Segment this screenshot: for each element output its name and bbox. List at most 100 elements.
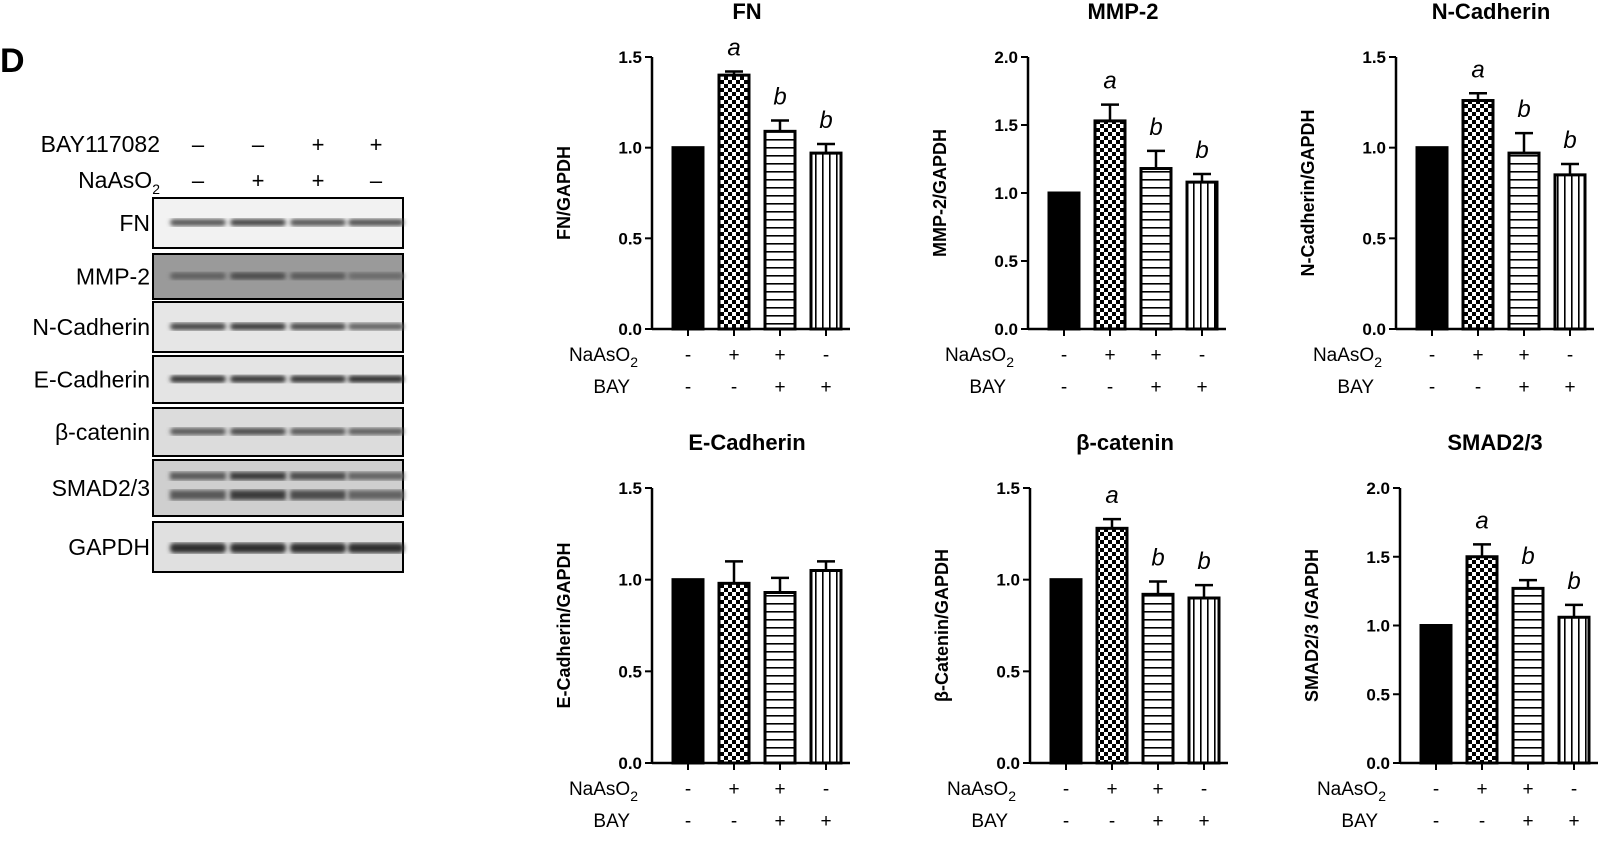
chart-title: β-catenin bbox=[1076, 430, 1174, 455]
chart-title: E-Cadherin bbox=[688, 430, 805, 455]
y-tick-label: 1.0 bbox=[618, 571, 642, 590]
treatment-label-naaso2: NaAsO2 bbox=[569, 779, 638, 804]
bar bbox=[1461, 99, 1495, 331]
blot-band bbox=[290, 490, 346, 500]
y-tick-label: 0.5 bbox=[996, 662, 1020, 681]
y-axis-label: FN/GAPDH bbox=[554, 146, 574, 240]
treatment-sign-naaso2: - bbox=[1429, 345, 1435, 366]
treatment-sign-bay: - bbox=[1061, 377, 1067, 398]
treatment-sign-naaso2: - bbox=[1571, 779, 1577, 800]
significance-label: b bbox=[1563, 127, 1576, 154]
bar bbox=[1557, 615, 1591, 765]
blot-sign: + bbox=[252, 168, 265, 193]
blot-sign: – bbox=[192, 168, 205, 193]
treatment-label-bay: BAY bbox=[969, 377, 1006, 398]
blot-band bbox=[348, 272, 404, 280]
treatment-sign-naaso2: + bbox=[774, 779, 785, 800]
blot-sign: + bbox=[312, 132, 325, 157]
treatment-sign-bay: - bbox=[1479, 811, 1485, 832]
treatment-sign-bay: + bbox=[1568, 811, 1579, 832]
treatment-label-bay: BAY bbox=[971, 811, 1008, 832]
bar bbox=[1093, 119, 1127, 331]
bar bbox=[1511, 586, 1545, 765]
blot-band bbox=[170, 543, 226, 553]
treatment-sign-bay: - bbox=[1433, 811, 1439, 832]
treatment-sign-naaso2: - bbox=[823, 345, 829, 366]
bar bbox=[763, 591, 797, 765]
blot-sign: – bbox=[370, 168, 383, 193]
western-blot: BAY117082 – – + + NaAsO2 – + + – FN MMP-2 N-Cadherin… bbox=[32, 131, 404, 573]
treatment-sign-naaso2: + bbox=[1518, 345, 1529, 366]
y-tick-label: 0.0 bbox=[996, 754, 1020, 773]
treatment-sign-naaso2: + bbox=[774, 345, 785, 366]
treatment-sign-bay: + bbox=[1150, 377, 1161, 398]
treatment-label-naaso2: NaAsO2 bbox=[1317, 779, 1386, 804]
significance-label: a bbox=[1475, 507, 1488, 534]
treatment-sign-bay: - bbox=[731, 377, 737, 398]
significance-label: b bbox=[1149, 114, 1162, 141]
blot-band-label: E-Cadherin bbox=[34, 367, 150, 393]
significance-label: b bbox=[773, 83, 786, 110]
blot-sign: + bbox=[370, 132, 383, 157]
bar bbox=[1095, 526, 1129, 765]
treatment-label-bay: BAY bbox=[1341, 811, 1378, 832]
treatment-sign-bay: + bbox=[1518, 377, 1529, 398]
blot-band bbox=[348, 219, 404, 226]
blot-band bbox=[170, 490, 226, 500]
bar bbox=[1185, 180, 1219, 331]
treatment-sign-naaso2: + bbox=[1106, 779, 1117, 800]
treatment-sign-naaso2: + bbox=[728, 345, 739, 366]
blot-band bbox=[170, 323, 226, 330]
treatment-sign-bay: - bbox=[1429, 377, 1435, 398]
y-tick-label: 1.5 bbox=[1366, 548, 1390, 567]
y-tick-label: 0.5 bbox=[994, 252, 1018, 271]
blot-header-label: BAY117082 bbox=[41, 131, 160, 157]
treatment-sign-naaso2: - bbox=[1433, 779, 1439, 800]
treatment-sign-naaso2: - bbox=[1199, 345, 1205, 366]
y-tick-label: 2.0 bbox=[994, 48, 1018, 67]
treatment-sign-bay: + bbox=[1198, 811, 1209, 832]
y-tick-label: 0.0 bbox=[994, 320, 1018, 339]
panel-letter: D bbox=[0, 42, 25, 80]
bar bbox=[1139, 167, 1173, 331]
treatment-sign-naaso2: - bbox=[1063, 779, 1069, 800]
blot-band bbox=[170, 472, 226, 480]
treatment-sign-bay: + bbox=[1152, 811, 1163, 832]
treatment-sign-bay: - bbox=[1063, 811, 1069, 832]
treatment-sign-bay: - bbox=[731, 811, 737, 832]
chart-title: N-Cadherin bbox=[1432, 0, 1551, 24]
y-tick-label: 1.5 bbox=[994, 116, 1018, 135]
significance-label: b bbox=[1197, 548, 1210, 575]
chart-5: SMAD2/3 SMAD2/3 /GAPDH 0.0 0.5 1.0 1.5 2.0 - - a +… bbox=[1302, 430, 1598, 832]
treatment-sign-naaso2: - bbox=[685, 779, 691, 800]
bar bbox=[717, 581, 751, 765]
bar bbox=[809, 151, 843, 331]
y-tick-label: 1.5 bbox=[996, 479, 1020, 498]
treatment-sign-naaso2: + bbox=[1472, 345, 1483, 366]
y-tick-label: 0.0 bbox=[1362, 320, 1386, 339]
treatment-sign-naaso2: + bbox=[1152, 779, 1163, 800]
bar bbox=[671, 578, 705, 765]
blot-band bbox=[290, 219, 346, 226]
blot-band bbox=[230, 543, 286, 553]
bar bbox=[717, 73, 751, 331]
y-tick-label: 1.0 bbox=[618, 139, 642, 158]
y-tick-label: 0.5 bbox=[1362, 229, 1386, 248]
blot-strip bbox=[152, 459, 404, 517]
bar bbox=[1419, 624, 1453, 765]
bar bbox=[1507, 151, 1541, 331]
significance-label: a bbox=[1471, 56, 1484, 83]
blot-band bbox=[348, 472, 404, 480]
blot-band-label: N-Cadherin bbox=[32, 314, 150, 340]
blot-band bbox=[348, 490, 404, 500]
blot-band bbox=[290, 323, 346, 330]
bar bbox=[809, 569, 843, 765]
treatment-label-naaso2: NaAsO2 bbox=[569, 345, 638, 370]
chart-title: MMP-2 bbox=[1088, 0, 1159, 24]
blot-band bbox=[290, 543, 346, 553]
blot-sign: + bbox=[312, 168, 325, 193]
blot-band bbox=[230, 428, 286, 435]
y-tick-label: 0.0 bbox=[618, 320, 642, 339]
y-tick-label: 0.0 bbox=[618, 754, 642, 773]
y-tick-label: 0.5 bbox=[618, 662, 642, 681]
